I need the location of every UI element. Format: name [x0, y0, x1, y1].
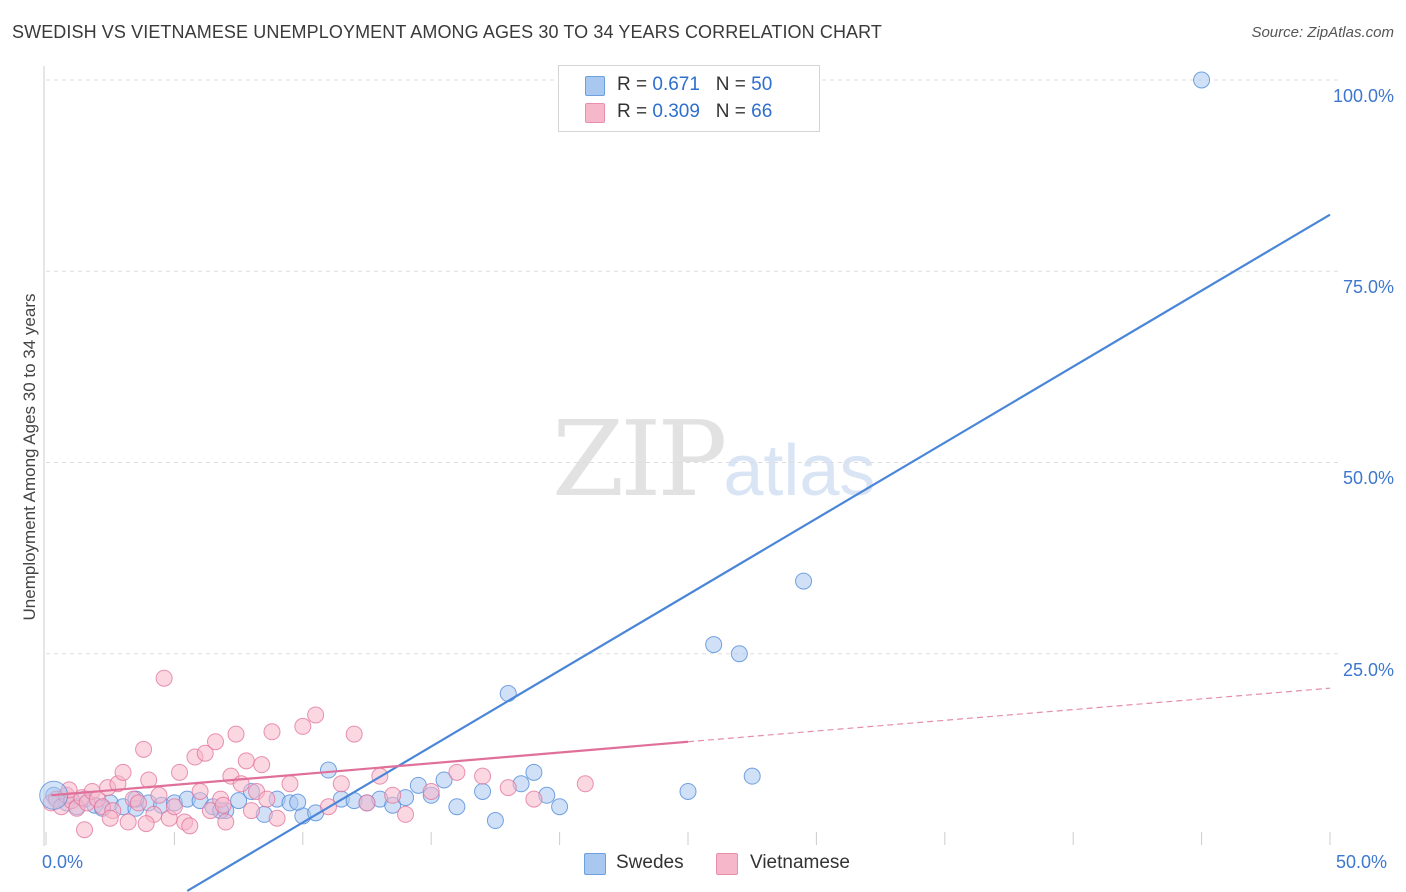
swedes-point [679, 782, 697, 800]
legend-label-vietnamese: Vietnamese [750, 852, 850, 873]
n-value-vietnamese: 66 [751, 101, 773, 122]
n-label: N = [715, 101, 746, 122]
swedes-point [319, 761, 337, 779]
vietnamese-point [268, 809, 286, 827]
swedes-point [448, 798, 466, 816]
vietnamese-point [181, 817, 199, 835]
vietnamese-point [217, 813, 235, 831]
legend-label-swedes: Swedes [616, 852, 684, 873]
vietnamese-point [155, 669, 173, 687]
swedes-point [743, 767, 761, 785]
vietnamese-point [474, 767, 492, 785]
y-tick-50: 50.0% [1342, 468, 1394, 488]
vietnamese-point [358, 794, 376, 812]
n-value-swedes: 50 [751, 74, 773, 95]
vietnamese-point [307, 706, 325, 724]
vietnamese-point [237, 752, 255, 770]
vietnamese-point [263, 723, 281, 741]
swedes-point [486, 812, 504, 830]
y-tick-25: 25.0% [1342, 660, 1394, 680]
swedes-point [474, 782, 492, 800]
vietnamese-point [171, 763, 189, 781]
swedes-point [230, 792, 248, 810]
chart-title: SWEDISH VS VIETNAMESE UNEMPLOYMENT AMONG… [12, 22, 883, 42]
vietnamese-point [196, 744, 214, 762]
vietnamese-swatch [585, 103, 605, 123]
source-label: Source: ZipAtlas.com [1251, 24, 1394, 41]
swedes-point [289, 793, 307, 811]
r-label: R = [617, 74, 648, 95]
vietnamese-point [76, 821, 94, 839]
n-label: N = [715, 74, 746, 95]
vietnamese-point [448, 763, 466, 781]
swedes-swatch [585, 76, 605, 96]
x-tick-50: 50.0% [1336, 852, 1388, 872]
r-value-vietnamese: 0.309 [652, 101, 700, 122]
vietnamese-trend-extension [687, 687, 1331, 743]
vietnamese-point [150, 786, 168, 804]
vietnamese-point [499, 779, 517, 797]
vietnamese-point [397, 805, 415, 823]
vietnamese-point [119, 813, 137, 831]
vietnamese-point [165, 798, 183, 816]
watermark: ZIPatlas [552, 398, 875, 520]
r-value-swedes: 0.671 [652, 74, 700, 95]
swedes-point [525, 763, 543, 781]
vietnamese-point [137, 815, 155, 833]
swedes-point [705, 636, 723, 654]
vietnamese-point [206, 733, 224, 751]
vietnamese-point [253, 756, 271, 774]
swedes-point [1193, 71, 1211, 89]
vietnamese-legend-swatch [716, 853, 738, 875]
swedes-point [795, 572, 813, 590]
vietnamese-point [345, 725, 363, 743]
y-tick-100: 100.0% [1332, 86, 1394, 106]
vietnamese-point [114, 763, 132, 781]
correlation-legend: R = 0.671 N = 50 R = 0.309 N = 66 [558, 65, 820, 132]
swedes-point [730, 645, 748, 663]
swedes-point [499, 685, 517, 703]
vietnamese-point [281, 775, 299, 793]
vietnamese-point [294, 717, 312, 735]
swedes-trend-line [186, 213, 1331, 892]
vietnamese-point [576, 775, 594, 793]
swedes-point [551, 798, 569, 816]
vietnamese-point [242, 802, 260, 820]
watermark-zip: ZIP [552, 398, 727, 520]
vietnamese-point [214, 796, 232, 814]
vietnamese-point [129, 794, 147, 812]
x-tick-0: 0.0% [42, 852, 84, 872]
vietnamese-point [332, 775, 350, 793]
y-axis-label: Unemployment Among Ages 30 to 34 years [20, 293, 39, 621]
vietnamese-point [258, 790, 276, 808]
vietnamese-point [101, 809, 119, 827]
r-label: R = [617, 101, 648, 122]
swedes-legend-swatch [584, 853, 606, 875]
vietnamese-point [525, 790, 543, 808]
vietnamese-point [384, 786, 402, 804]
y-tick-75: 75.0% [1342, 277, 1394, 297]
vietnamese-point [227, 725, 245, 743]
vietnamese-point [135, 740, 153, 758]
vietnamese-point [422, 782, 440, 800]
vietnamese-trend-line [51, 740, 689, 797]
vietnamese-point [191, 782, 209, 800]
swedes-point [435, 771, 453, 789]
